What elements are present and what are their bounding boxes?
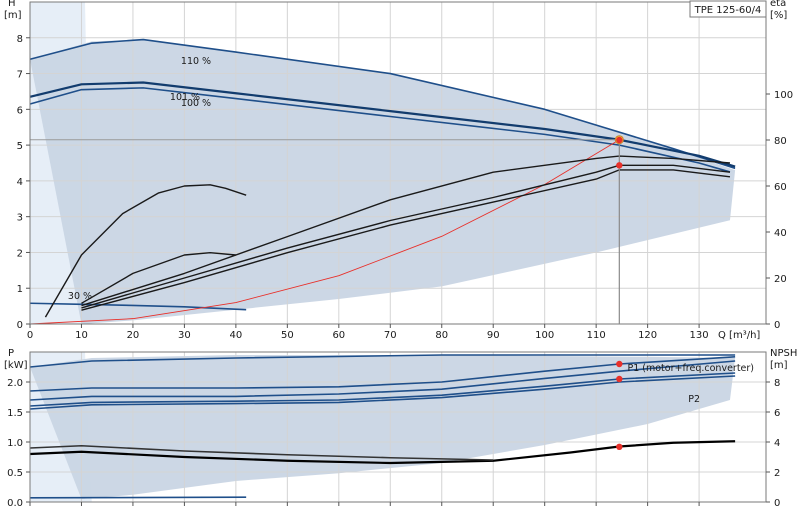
- legend-p1: P1 (motor+freq.converter): [627, 363, 754, 374]
- y2-axis-label: eta: [770, 0, 786, 9]
- series-line-7: [81, 251, 236, 304]
- y-tick-label: 6: [17, 105, 23, 116]
- y2-tick-label: 80: [774, 136, 787, 147]
- x-tick-label: 70: [384, 330, 397, 341]
- y-tick-label: 0: [17, 320, 23, 331]
- x-tick-label: 30: [178, 330, 191, 341]
- y2-tick-label: 8: [774, 378, 780, 389]
- series-line-9: [81, 164, 731, 309]
- y-tick-label: 5: [17, 141, 23, 152]
- x-tick-label: 110: [587, 330, 606, 341]
- series-line-0: [29, 356, 736, 392]
- y2-axis-label: NPSH: [770, 348, 797, 359]
- y-tick-label: 8: [17, 34, 23, 45]
- series-line-7: [29, 444, 494, 461]
- curve-label: 30 %: [68, 291, 92, 302]
- x-tick-label: 100: [535, 330, 554, 341]
- x-tick-label: 10: [75, 330, 88, 341]
- series-line-0: [29, 38, 736, 170]
- series-line-2: [29, 372, 736, 407]
- p2-duty-marker: [616, 375, 623, 383]
- y2-tick-label: 0: [774, 320, 780, 331]
- y-tick-label: 0.0: [7, 498, 23, 509]
- y2-tick-label: 60: [774, 182, 787, 193]
- y-tick-label: 7: [17, 70, 23, 81]
- y2-axis-unit: [m]: [770, 360, 788, 371]
- y2-tick-label: 100: [774, 90, 793, 101]
- x-tick-label: 40: [230, 330, 243, 341]
- y-axis-unit: [m]: [4, 10, 22, 21]
- y2-tick-label: 4: [774, 438, 780, 449]
- x-axis-label: Q [m³/h]: [718, 330, 760, 341]
- efficiency-point-marker: [616, 162, 623, 169]
- y2-tick-label: 2: [774, 468, 780, 479]
- plot-frame: [29, 351, 767, 503]
- y-tick-label: 2: [17, 248, 23, 259]
- npsh-duty-marker: [616, 443, 623, 450]
- x-tick-label: 20: [127, 330, 140, 341]
- curve-label: 101 %: [170, 92, 200, 103]
- series-line-4: [29, 354, 736, 368]
- series-line-8: [81, 155, 731, 307]
- y-tick-label: 1: [17, 284, 23, 295]
- x-tick-label: 120: [638, 330, 657, 341]
- y-axis-label: P: [8, 348, 14, 359]
- y2-tick-label: 0: [774, 498, 780, 509]
- power-npsh-panel: 0.0 0.5 1.0 1.5 2.0 0 2 4 6 8 P[kW] NPSH[m] P1 (moto…: [4, 348, 797, 509]
- series-line-5: [29, 496, 247, 499]
- x-tick-label: 50: [281, 330, 294, 341]
- curve-label: 110 %: [181, 56, 211, 67]
- series-line-10: [81, 169, 731, 311]
- series-line-6: [29, 440, 736, 465]
- chart-title: TPE 125-60/4: [694, 5, 762, 16]
- y2-tick-label: 40: [774, 228, 787, 239]
- y2-tick-label: 6: [774, 408, 780, 419]
- series-line-1: [29, 360, 736, 401]
- x-tick-label: 80: [435, 330, 448, 341]
- x-tick-label: 90: [487, 330, 500, 341]
- y2-axis-unit: [%]: [770, 10, 787, 21]
- y-axis-unit: [kW]: [4, 360, 28, 371]
- plot-frame: [29, 1, 767, 325]
- series-line-1: [29, 81, 736, 168]
- y2-tick-label: 20: [774, 274, 787, 285]
- y-tick-label: 4: [17, 177, 23, 188]
- x-tick-label: 60: [332, 330, 345, 341]
- y-tick-label: 2.0: [7, 378, 23, 389]
- y-tick-label: 0.5: [7, 468, 23, 479]
- p1-duty-marker: [616, 360, 623, 368]
- x-tick-label: 0: [27, 330, 33, 341]
- series-line-3: [29, 375, 736, 410]
- operating-envelope: [30, 355, 736, 499]
- y-axis-label: H: [8, 0, 16, 9]
- efficiency-point-marker: [616, 136, 623, 144]
- curve-label: 100 %: [181, 98, 211, 109]
- legend-p2: P2: [688, 394, 700, 405]
- y-tick-label: 3: [17, 213, 23, 224]
- y-tick-label: 1.5: [7, 408, 23, 419]
- series-line-2: [29, 87, 731, 173]
- title-box: [689, 0, 767, 18]
- x-tick-label: 130: [690, 330, 709, 341]
- series-line-6: [44, 184, 247, 318]
- y-tick-label: 1.0: [7, 438, 23, 449]
